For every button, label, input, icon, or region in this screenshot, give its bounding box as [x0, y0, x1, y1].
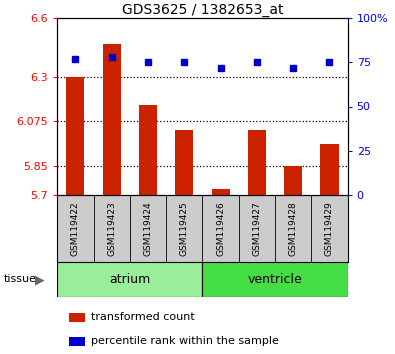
Text: ▶: ▶ [35, 273, 44, 286]
Bar [320, 144, 339, 195]
Bar [69, 337, 85, 346]
Text: transformed count: transformed count [91, 312, 194, 322]
Text: GSM119427: GSM119427 [252, 201, 261, 256]
Bar [202, 262, 348, 297]
Bar [66, 77, 85, 195]
Title: GDS3625 / 1382653_at: GDS3625 / 1382653_at [122, 3, 283, 17]
Bar [103, 44, 121, 195]
Text: GSM119422: GSM119422 [71, 201, 80, 256]
Text: GSM119426: GSM119426 [216, 201, 225, 256]
Text: GSM119425: GSM119425 [180, 201, 189, 256]
Bar [57, 262, 202, 297]
Text: ventricle: ventricle [248, 273, 303, 286]
Bar [139, 104, 157, 195]
Bar [248, 130, 266, 195]
Text: atrium: atrium [109, 273, 150, 286]
Bar [69, 313, 85, 322]
Bar [284, 166, 302, 195]
Text: GSM119423: GSM119423 [107, 201, 116, 256]
Text: GSM119428: GSM119428 [289, 201, 298, 256]
Bar [211, 189, 229, 195]
Text: percentile rank within the sample: percentile rank within the sample [91, 336, 278, 346]
Bar [175, 130, 194, 195]
Text: GSM119424: GSM119424 [143, 201, 152, 256]
Text: tissue: tissue [4, 274, 37, 285]
Text: GSM119429: GSM119429 [325, 201, 334, 256]
